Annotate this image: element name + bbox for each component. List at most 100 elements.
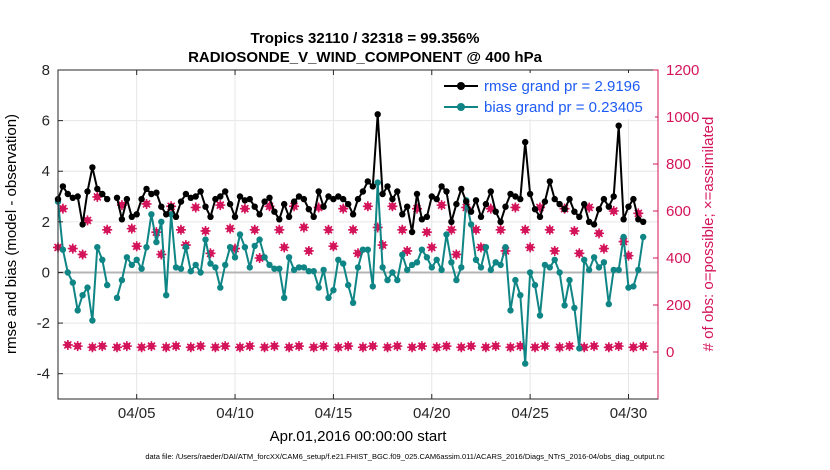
obs-assimilated-marker	[638, 341, 649, 352]
bias-point	[389, 269, 396, 276]
obs-assimilated-marker	[215, 200, 226, 211]
rmse-point	[438, 183, 445, 190]
rmse-point	[123, 195, 131, 203]
rmse-point	[276, 216, 283, 223]
rmse-point	[315, 188, 322, 195]
bias-point	[84, 284, 91, 291]
rmse-point	[202, 203, 209, 210]
rmse-point	[295, 193, 303, 200]
rmse-point	[467, 208, 475, 215]
obs-assimilated-marker	[387, 201, 398, 212]
bias-point	[359, 246, 367, 253]
obs-point	[392, 341, 403, 352]
obs-assimilated-marker	[603, 342, 614, 353]
rmse-point	[600, 195, 608, 203]
bias-point	[546, 264, 553, 271]
rmse-point	[615, 122, 622, 129]
rmse-point	[526, 190, 534, 198]
rmse-point	[212, 195, 219, 203]
obs-assimilated-marker	[156, 249, 167, 260]
obs-assimilated-marker	[628, 342, 639, 353]
bias-point	[384, 276, 391, 284]
rmse-point	[197, 188, 204, 195]
obs-point	[77, 249, 88, 260]
bias-point	[374, 179, 381, 186]
obs-point	[254, 253, 265, 263]
obs-assimilated-marker	[421, 227, 432, 238]
bias-point	[325, 294, 332, 301]
obs-assimilated-marker	[343, 341, 354, 352]
bias-point	[315, 284, 322, 291]
rmse-point	[404, 203, 411, 210]
rmse-point	[502, 203, 509, 210]
rmse-point	[153, 189, 160, 196]
obs-assimilated-marker	[564, 341, 575, 352]
bias-point	[187, 268, 194, 275]
obs-point	[603, 342, 614, 353]
rmse-point	[133, 211, 140, 218]
obs-point	[466, 341, 477, 352]
rmse-point	[433, 195, 440, 203]
bias-point	[295, 264, 303, 271]
obs-assimilated-marker	[171, 341, 182, 352]
bias-point	[310, 268, 317, 275]
y-tick-label-left: 0	[42, 264, 50, 281]
rmse-point	[158, 203, 165, 210]
obs-point	[318, 341, 329, 352]
obs-point	[446, 224, 457, 235]
bias-point	[266, 261, 273, 269]
rmse-point	[241, 197, 249, 204]
obs-assimilated-marker	[397, 224, 408, 235]
rmse-point	[217, 193, 224, 200]
y-tick-label-left: -4	[37, 366, 50, 383]
rmse-point	[561, 206, 568, 213]
obs-assimilated-marker	[289, 201, 300, 212]
bias-point	[369, 283, 376, 290]
bias-point	[477, 264, 485, 271]
bias-point	[113, 294, 121, 301]
obs-point	[313, 202, 324, 213]
rmse-point	[507, 190, 514, 198]
obs-assimilated-marker	[87, 342, 98, 353]
bias-point	[172, 264, 180, 271]
bias-point	[364, 246, 371, 253]
rmse-point	[359, 188, 367, 195]
obs-point	[112, 342, 123, 353]
obs-point	[57, 203, 68, 214]
bias-point	[79, 292, 86, 299]
bias-point	[571, 304, 578, 312]
obs-assimilated-marker	[121, 341, 132, 352]
obs-point	[136, 342, 147, 353]
rmse-point	[620, 216, 627, 223]
bias-point	[349, 299, 357, 306]
rmse-point	[285, 213, 293, 220]
obs-assimilated-marker	[544, 224, 555, 235]
rmse-point	[290, 198, 298, 205]
legend-box	[437, 73, 655, 119]
rmse-point	[536, 213, 544, 220]
rmse-point	[384, 183, 391, 190]
bias-point	[610, 266, 617, 274]
bias-point	[340, 260, 347, 267]
bias-point	[118, 276, 126, 284]
obs-point	[549, 245, 560, 256]
rmse-point	[443, 188, 450, 195]
rmse-point	[492, 208, 499, 215]
rmse-point	[551, 195, 558, 203]
bias-point	[576, 345, 583, 352]
rmse-point	[463, 198, 470, 205]
x-tick-label: 04/25	[511, 405, 549, 422]
bias-point	[231, 254, 239, 261]
rmse-point	[394, 188, 401, 195]
obs-assimilated-marker	[495, 224, 506, 235]
obs-assimilated-marker	[475, 242, 486, 253]
obs-assimilated-marker	[598, 243, 609, 254]
obs-point	[584, 202, 595, 213]
obs-assimilated-marker	[613, 341, 624, 352]
bias-point	[345, 281, 352, 289]
rmse-point	[187, 194, 194, 201]
obs-point	[426, 242, 437, 253]
obs-assimilated-marker	[471, 224, 482, 235]
obs-point	[195, 341, 206, 352]
bias-point	[581, 256, 588, 263]
